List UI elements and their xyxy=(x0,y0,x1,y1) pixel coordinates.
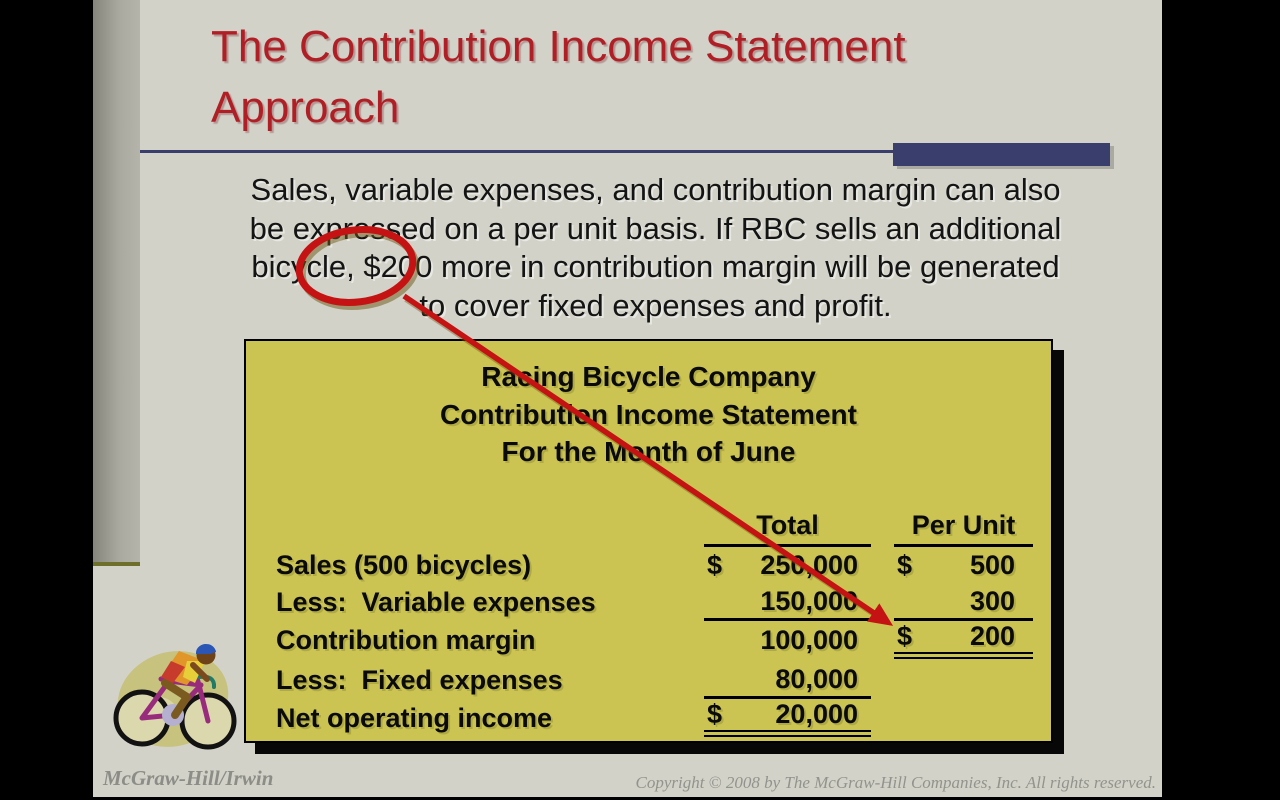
per-unit-amount: 500 xyxy=(969,550,1015,580)
slide-title: The Contribution Income Statement Approa… xyxy=(211,16,1051,138)
slide-title-line2: Approach xyxy=(211,83,400,132)
left-accent-stripe xyxy=(93,0,140,566)
table-row-sales: Sales (500 bicycles) $ 250,000 $ 500 xyxy=(246,547,1051,584)
company-name: Racing Bicycle Company xyxy=(481,361,816,392)
table-row-variable-expenses: Less: Variable expenses 150,000 300 xyxy=(246,584,1051,621)
per-unit-cell: $ 500 xyxy=(894,547,1033,584)
total-amount: 20,000 xyxy=(775,699,858,729)
total-amount: 100,000 xyxy=(760,624,858,655)
body-line: be expressed on a per unit basis. If RBC… xyxy=(249,210,1062,246)
cyclist-bicycle-clipart-icon xyxy=(113,643,237,750)
per-unit-amount: 200 xyxy=(969,621,1015,651)
table-row-fixed-expenses: Less: Fixed expenses 80,000 xyxy=(246,662,1051,699)
row-label: Sales (500 bicycles) xyxy=(276,550,532,580)
statement-period: For the Month of June xyxy=(501,436,796,467)
row-label: Less: Fixed expenses xyxy=(276,665,563,695)
per-unit-cell xyxy=(894,662,1033,699)
total-amount: 150,000 xyxy=(760,585,858,616)
total-cell: $ 250,000 xyxy=(704,547,871,584)
per-unit-cell: 300 xyxy=(894,584,1033,621)
statement-heading: Racing Bicycle Company Contribution Inco… xyxy=(246,358,1051,471)
slide-canvas: The Contribution Income Statement Approa… xyxy=(93,0,1162,797)
body-paragraph: Sales, variable expenses, and contributi… xyxy=(185,171,1126,325)
title-divider-line xyxy=(140,150,900,153)
title-accent-bar xyxy=(893,143,1110,166)
total-cell: 80,000 xyxy=(704,662,871,699)
table-row-net-operating-income: Net operating income $ 20,000 xyxy=(246,699,1051,737)
total-cell: $ 20,000 xyxy=(704,699,871,737)
income-statement-box: Racing Bicycle Company Contribution Inco… xyxy=(244,339,1053,743)
per-unit-cell xyxy=(894,699,1033,737)
table-header-row: Total Per Unit xyxy=(246,507,1051,547)
table-row-contribution-margin: Contribution margin 100,000 $ 200 xyxy=(246,621,1051,659)
slide-title-line1: The Contribution Income Statement xyxy=(211,22,906,71)
total-amount: 250,000 xyxy=(760,550,858,580)
row-label: Contribution margin xyxy=(276,624,536,655)
total-cell: 150,000 xyxy=(704,584,871,621)
body-line: Sales, variable expenses, and contributi… xyxy=(250,172,1061,207)
copyright-notice: Copyright © 2008 by The McGraw-Hill Comp… xyxy=(635,773,1156,792)
statement-title: Contribution Income Statement xyxy=(440,398,857,430)
total-amount: 80,000 xyxy=(775,663,858,694)
per-unit-cell: $ 200 xyxy=(894,621,1033,659)
currency-symbol: $ xyxy=(707,550,723,580)
total-cell: 100,000 xyxy=(704,621,871,659)
publisher-label: McGraw-Hill/Irwin xyxy=(103,766,274,790)
currency-symbol: $ xyxy=(897,621,913,651)
row-label: Less: Variable expenses xyxy=(276,587,596,617)
per-unit-amount: 300 xyxy=(969,585,1015,616)
body-line: to cover fixed expenses and profit. xyxy=(419,287,892,323)
currency-symbol: $ xyxy=(707,699,723,729)
column-header-per-unit: Per Unit xyxy=(894,507,1033,547)
body-line: bicycle, $200 more in contribution margi… xyxy=(251,249,1060,284)
row-label: Net operating income xyxy=(276,702,553,733)
currency-symbol: $ xyxy=(897,550,913,580)
column-header-total: Total xyxy=(704,507,871,547)
